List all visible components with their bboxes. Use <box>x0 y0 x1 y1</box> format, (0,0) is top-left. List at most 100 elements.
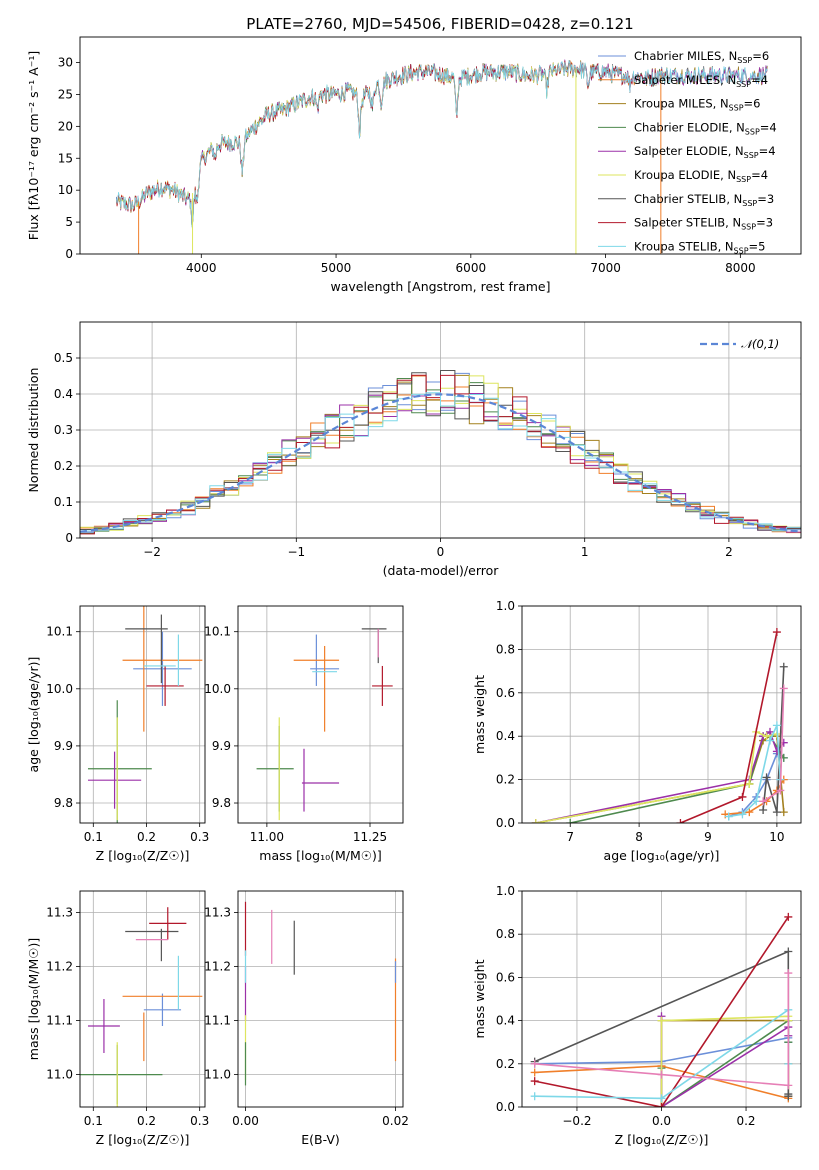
legend-entry: Kroupa MILES, NSSP=6 <box>634 97 760 113</box>
x-tick-label: −1 <box>287 545 305 559</box>
axes-root: 4000 5000 6000 7000 8000051015202530waveleng… <box>26 36 802 1147</box>
y-tick-label: 0.4 <box>496 1014 515 1028</box>
axes-frame <box>79 605 206 824</box>
y-tick-label: 0.8 <box>496 642 515 656</box>
y-tick-label: 10.0 <box>204 682 231 696</box>
weight-marker <box>784 1092 793 1101</box>
y-axis-label: mass [log₁₀(M/M☉)] <box>26 938 41 1060</box>
legend-entry: Chabrier STELIB, NSSP=3 <box>634 192 774 208</box>
x-tick-label: 6000 <box>456 261 487 275</box>
weight-marker <box>530 1077 539 1086</box>
y-tick-label: 1.0 <box>496 884 515 898</box>
y-tick-label: 0.2 <box>496 1057 515 1071</box>
x-tick-label: 0.2 <box>736 1114 755 1128</box>
grid-lines <box>80 322 801 539</box>
weight-marker <box>772 808 781 817</box>
grid-lines <box>80 606 205 823</box>
x-tick-label: 11.25 <box>353 830 387 844</box>
x-tick-label: 9 <box>704 830 712 844</box>
weight-marker <box>530 1059 539 1068</box>
axes-spectrum: 4000 5000 6000 7000 8000 0 5 10 15 20 25 30 waveleng… <box>26 36 802 294</box>
y-tick-label: 9.9 <box>212 739 231 753</box>
weight-marker <box>784 947 793 956</box>
y-tick-label: 11.1 <box>46 1014 73 1028</box>
y-tick-label: 0.3 <box>54 423 73 437</box>
grid-lines <box>238 891 403 1107</box>
legend-entry: Chabrier MILES, NSSP=6 <box>634 49 769 65</box>
y-tick-label: 10 <box>58 183 73 197</box>
figure-title: PLATE=2760, MJD=54506, FIBERID=0428, z=0… <box>246 15 633 33</box>
x-tick-label: 0.1 <box>84 830 103 844</box>
y-tick-label: 0 <box>65 531 73 545</box>
plot-area <box>80 370 801 535</box>
weight-marker <box>657 1016 666 1025</box>
y-tick-label: 11.3 <box>204 906 231 920</box>
weight-marker <box>779 738 788 747</box>
spectrum-line-8 <box>116 60 669 226</box>
x-tick-label: 5000 <box>321 261 352 275</box>
weight-marker <box>766 727 774 736</box>
plot-area <box>87 606 203 823</box>
x-tick-label: 0.2 <box>137 1114 156 1128</box>
y-tick-label: 0.0 <box>496 1100 515 1114</box>
y-tick-label: 11.3 <box>46 906 73 920</box>
weight-marker <box>784 1081 793 1090</box>
y-tick-label: 11.2 <box>46 960 73 974</box>
weight-marker <box>657 1103 666 1107</box>
spectrum-line-2 <box>116 60 669 227</box>
plot-area <box>530 912 793 1107</box>
weight-marker <box>759 797 768 806</box>
plot-area <box>116 59 768 254</box>
y-axis-label: age [log₁₀(age/yr)] <box>26 657 41 773</box>
y-tick-label: 0.8 <box>496 927 515 941</box>
x-tick-label: 8 <box>635 830 643 844</box>
x-tick-label: 10 <box>769 830 784 844</box>
y-axis-label: Normed distribution <box>26 368 41 493</box>
weight-marker <box>738 810 747 819</box>
axes-mass_vs_ebv: 0.00 0.02 11.0 11.1 11.2 11.3 E(B-V) <box>204 890 409 1147</box>
weight-marker <box>531 819 540 823</box>
weight-line-8 <box>534 916 789 1107</box>
axes-weight_vs_Z: −0.2 0.0 0.2 0.0 0.2 0.4 0.6 0.8 1.0 Z [log₁₀(Z/Z… <box>472 884 802 1147</box>
y-tick-label: 11.1 <box>204 1014 231 1028</box>
weight-marker <box>530 1068 539 1077</box>
spectrum-line-9 <box>116 60 768 229</box>
legend: Chabrier MILES, NSSP=6 Salpeter MILES, NS… <box>598 49 777 255</box>
plot-area <box>80 907 203 1107</box>
y-tick-label: 11.2 <box>204 960 231 974</box>
weight-marker <box>738 792 747 801</box>
weight-marker <box>676 819 685 823</box>
weight-marker <box>779 684 788 693</box>
weight-line-6 <box>535 730 778 823</box>
y-tick-label: 30 <box>58 56 73 70</box>
y-tick-label: 15 <box>58 151 73 165</box>
weight-marker <box>566 819 575 823</box>
legend-entry: Chabrier ELODIE, NSSP=4 <box>634 120 777 136</box>
axes-frame <box>237 890 404 1108</box>
grid-lines <box>238 606 403 823</box>
weight-line-7 <box>762 666 785 813</box>
weight-marker <box>752 797 761 806</box>
axes-frame <box>79 36 802 255</box>
x-tick-label: 1 <box>581 545 589 559</box>
axes-frame <box>237 605 404 824</box>
legend-entry: Kroupa ELODIE, NSSP=4 <box>634 168 768 184</box>
x-axis-label: Z [log₁₀(Z/Z☉)] <box>96 1132 190 1147</box>
x-tick-label: 11.00 <box>250 830 284 844</box>
x-axis-label: wavelength [Angstrom, rest frame] <box>330 279 550 294</box>
y-axis-label: mass weight <box>472 675 487 754</box>
x-tick-label: 4000 <box>186 261 217 275</box>
weight-marker <box>759 805 768 814</box>
weight-marker <box>762 773 771 782</box>
y-tick-label: 0.1 <box>54 495 73 509</box>
x-axis-label: (data-model)/error <box>383 563 500 578</box>
weight-marker <box>776 786 785 795</box>
y-axis-label: Flux [fλ10⁻¹⁷ erg cm⁻² s⁻¹ A⁻¹] <box>26 51 41 240</box>
weight-marker <box>724 812 733 821</box>
axes-mass_vs_Z: 0.1 0.2 0.3 11.0 11.1 11.2 11.3 Z [log₁₀(Z/Z☉)]… <box>26 890 209 1147</box>
axes-residuals: −2 −1 0 1 2 0 0.1 0.2 0.3 0.4 0.5 (data-model)/erro… <box>26 321 802 578</box>
y-tick-label: 0.6 <box>496 686 515 700</box>
y-tick-label: 9.8 <box>54 796 73 810</box>
x-tick-label: 0.00 <box>232 1114 259 1128</box>
